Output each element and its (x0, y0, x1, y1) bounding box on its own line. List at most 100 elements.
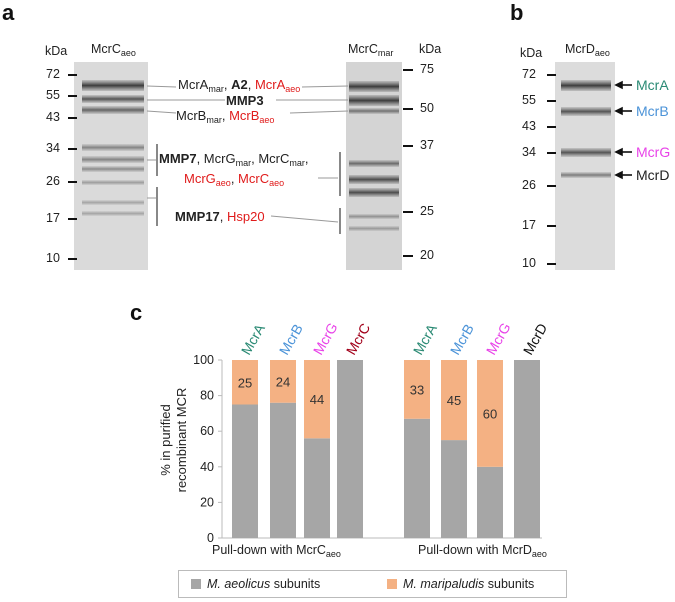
ladder-label: 26 (46, 174, 60, 188)
ladder-label: 43 (522, 119, 536, 133)
gel-band (82, 156, 144, 163)
chart-legend: M. aeolicus subunits M. maripaludis subu… (178, 570, 567, 598)
panel-b-letter: b (510, 0, 524, 25)
gel-band (349, 226, 399, 231)
category-label-mcra: McrA (238, 321, 269, 358)
bar-maripaludis (304, 360, 330, 439)
gel-band (349, 214, 399, 219)
y-tick-label: 80 (200, 389, 214, 403)
ladder-label: 50 (420, 101, 434, 115)
lane-label-mcrc-aeo: McrCaeo (91, 42, 136, 58)
band-label-mcrd: McrD (636, 167, 670, 183)
annotation-row-4: MMP7, McrGmar, McrCmar, (159, 151, 309, 168)
annotation-row-6: MMP17, Hsp20 (175, 209, 265, 224)
category-label-mcra: McrA (410, 321, 441, 358)
gel-band (82, 95, 144, 103)
panel-a-gels (68, 62, 413, 270)
panel-c-letter: c (130, 300, 143, 325)
ladder-label: 17 (46, 211, 60, 225)
bar-aeolicus (477, 466, 503, 538)
annotation-row-5: McrGaeo, McrCaeo (184, 171, 285, 188)
ladder-label: 26 (522, 178, 536, 192)
gel-mcrd-aeo (555, 62, 615, 270)
ladder-label: 25 (420, 204, 434, 218)
ladder-label: 20 (420, 248, 434, 262)
gel-band (82, 166, 144, 172)
gel-band (349, 188, 399, 197)
y-axis-label-line2: recombinant MCR (174, 388, 189, 493)
y-axis-label-line1: % in purified (158, 404, 173, 476)
gel-band (561, 80, 611, 91)
legend-swatch-maripaludis (387, 579, 397, 589)
lane-label-mcrd-aeo: McrDaeo (565, 42, 610, 58)
category-label-mcrc: McrC (343, 321, 374, 358)
band-label-mcrg: McrG (636, 144, 671, 160)
bar-maripaludis (232, 360, 258, 405)
ladder-label: 72 (522, 67, 536, 81)
panel-b-kda: kDa (520, 46, 543, 60)
gel-band (561, 172, 611, 178)
annotation-row-1: McrAmar, A2, McrAaeo (178, 77, 301, 94)
gel-band (82, 144, 144, 151)
gel-band (349, 81, 399, 92)
panel-a-kda-left: kDa (45, 44, 68, 58)
gel-band (349, 160, 399, 167)
ladder-label: 75 (420, 62, 434, 76)
y-tick-label: 20 (200, 495, 214, 509)
ladder-label: 34 (522, 145, 536, 159)
bar-aeolicus (404, 418, 430, 538)
gel-band (82, 80, 144, 91)
gel-band (349, 95, 399, 106)
bar-maripaludis (270, 360, 296, 403)
bar-aeolicus (270, 402, 296, 538)
bar-value-label: 24 (276, 374, 290, 389)
gel-band (349, 108, 399, 114)
gel-band (82, 200, 144, 205)
y-tick-label: 0 (207, 531, 214, 545)
category-label-mcrb: McrB (276, 321, 306, 357)
group-label-mcrc: Pull-down with McrCaeo (212, 543, 341, 559)
y-tick-label: 100 (193, 353, 214, 367)
ladder-label: 10 (522, 256, 536, 270)
legend-swatch-aeolicus (191, 579, 201, 589)
ladder-label: 34 (46, 141, 60, 155)
legend-label-aeolicus: M. aeolicus subunits (207, 577, 321, 591)
category-label-mcrg: McrG (483, 320, 514, 358)
y-tick-label: 40 (200, 460, 214, 474)
bar-value-label: 45 (447, 393, 461, 408)
gel-band (561, 148, 611, 157)
annotation-row-2: MMP3 (226, 93, 264, 108)
panel-a-letter: a (2, 0, 15, 25)
ladder-label: 72 (46, 67, 60, 81)
gel-band (82, 106, 144, 114)
category-label-mcrd: McrD (520, 321, 551, 358)
bar-aeolicus (337, 360, 363, 538)
gel-band (82, 180, 144, 185)
bar-value-label: 60 (483, 406, 497, 421)
annotation-row-3: McrBmar, McrBaeo (176, 108, 275, 125)
ladder-label: 37 (420, 138, 434, 152)
band-label-mcrb: McrB (636, 103, 669, 119)
bar-value-label: 33 (410, 382, 424, 397)
bar-aeolicus (232, 404, 258, 538)
legend-label-maripaludis: M. maripaludis subunits (403, 577, 535, 591)
panel-a-kda-right: kDa (419, 42, 442, 56)
bar-maripaludis (404, 360, 430, 419)
bar-maripaludis (477, 360, 503, 467)
gel-band (82, 211, 144, 216)
y-tick-label: 60 (200, 424, 214, 438)
ladder-label: 10 (46, 251, 60, 265)
bar-value-label: 25 (238, 375, 252, 390)
bar-maripaludis (441, 360, 467, 441)
lane-label-mcrc-mar: McrCmar (348, 42, 394, 58)
ladder-label: 55 (46, 88, 60, 102)
group-label-mcrd: Pull-down with McrDaeo (418, 543, 547, 559)
ladder-label: 55 (522, 93, 536, 107)
category-label-mcrg: McrG (310, 320, 341, 358)
category-label-mcrb: McrB (447, 321, 477, 357)
gel-band (349, 175, 399, 184)
bar-aeolicus (514, 360, 540, 538)
ladder-label: 17 (522, 218, 536, 232)
ladder-label: 43 (46, 110, 60, 124)
